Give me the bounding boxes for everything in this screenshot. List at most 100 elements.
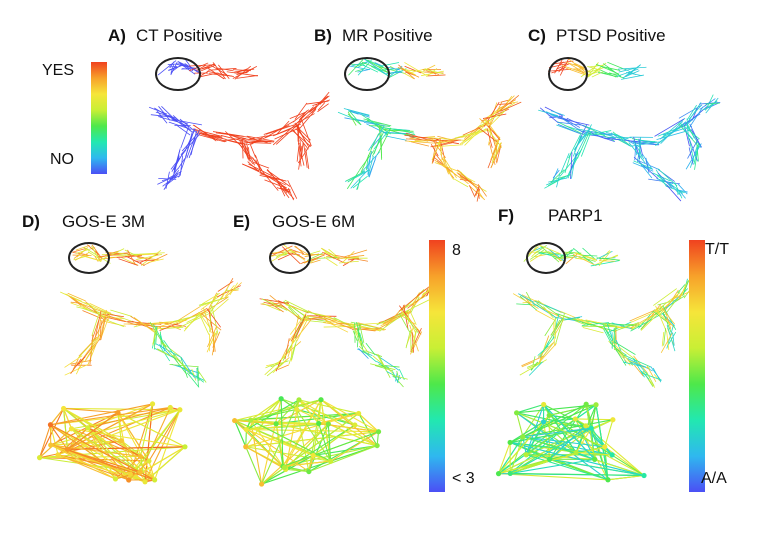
network-d-node [127, 471, 133, 477]
mapper-d-edge [64, 293, 82, 302]
mapper-c-edge [705, 102, 720, 105]
mapper-f-edge [535, 309, 556, 322]
network-f-edge [590, 427, 613, 456]
mapper-a-edge [249, 134, 276, 140]
mapper-a-edge [297, 113, 315, 124]
mapper-a-edge [180, 126, 189, 149]
highlight-circle-b [344, 57, 390, 91]
mapper-a-edge [212, 62, 226, 80]
mapper-a-edge [201, 64, 217, 72]
network-e-node [273, 421, 279, 427]
mapper-c-edge [657, 124, 687, 137]
network-f-node [520, 434, 526, 440]
mapper-e-edge [290, 321, 302, 342]
mapper-f-edge [611, 340, 634, 367]
mapper-c-edge [693, 146, 699, 165]
network-e-node [325, 421, 331, 427]
mapper-a-edge [317, 99, 330, 105]
mapper-a-edge [197, 132, 227, 140]
mapper-b-edge [385, 135, 407, 141]
mapper-e-edge [259, 298, 290, 304]
mapper-c-edge [686, 104, 697, 121]
mapper-c-edge [559, 149, 583, 177]
mapper-b-edge [405, 138, 438, 141]
network-d-edge [144, 403, 154, 482]
mapper-f-edge [630, 306, 667, 323]
mapper-b-edge [410, 141, 430, 147]
mapper-b-edge [497, 99, 517, 110]
network-f-edge [509, 441, 550, 460]
mapper-b-edge [386, 66, 401, 71]
mapper-d-edge [152, 327, 159, 345]
network-e-edge [280, 398, 297, 410]
mapper-c-edge [665, 184, 682, 202]
mapper-b-edge [427, 74, 446, 77]
mapper-a-edge [236, 75, 258, 79]
network-e-edge [320, 399, 356, 426]
mapper-a-edge [192, 128, 221, 137]
mapper-c-edge [694, 142, 700, 170]
mapper-f-edge [602, 324, 613, 344]
mapper-a-edge [192, 124, 219, 141]
mapper-d-edge [211, 305, 219, 336]
mapper-d-edge [70, 358, 82, 375]
network-d-edge [71, 428, 141, 473]
network-f-edge [509, 441, 645, 477]
mapper-c-edge [685, 143, 702, 170]
mapper-b-edge [434, 159, 462, 180]
mapper-e-edge [302, 315, 328, 321]
mapper-f-edge [641, 372, 662, 381]
mapper-a-edge [279, 182, 295, 200]
network-e-node [296, 397, 302, 403]
network-f-node [495, 471, 502, 477]
network-d-node [68, 426, 75, 432]
network-f-edge [590, 404, 597, 429]
mapper-d-edge [127, 249, 136, 265]
mapper-f-edge [528, 361, 543, 376]
mapper-a-edge [232, 66, 258, 79]
network-f-edge [510, 472, 645, 477]
mapper-b-edge [409, 140, 435, 143]
mapper-f-edge [677, 284, 686, 294]
network-d-edge [87, 427, 131, 475]
network-e-edge [298, 399, 320, 424]
mapper-a-edge [177, 125, 191, 136]
network-f-node [592, 456, 598, 462]
mapper-a-edge [173, 150, 181, 171]
network-e-node [352, 422, 358, 428]
mapper-a-edge [274, 127, 301, 140]
mapper-c-edge [595, 63, 620, 75]
network-e-node [243, 426, 249, 433]
mapper-b-edge [363, 118, 392, 127]
mapper-a-edge [277, 180, 286, 197]
highlight-circle-f [526, 242, 566, 274]
network-f-edge [525, 418, 576, 456]
mapper-c-edge [659, 117, 686, 140]
mapper-e-edge [358, 348, 369, 359]
mapper-b-edge [347, 170, 366, 183]
mapper-d-edge [89, 303, 112, 314]
network-d-edge [50, 409, 181, 446]
mapper-e-edge [310, 259, 321, 264]
network-f-node [583, 401, 589, 407]
network-e-edge [276, 423, 378, 447]
network-e-edge [245, 446, 331, 462]
mapper-a-edge [158, 115, 167, 118]
mapper-c-edge [574, 135, 583, 152]
mapper-a-edge [198, 134, 225, 143]
network-d-node [115, 410, 121, 416]
mapper-f-edge [603, 329, 612, 344]
mapper-b-edge [453, 178, 469, 188]
mapper-e-edge [396, 370, 400, 381]
mapper-c-edge [609, 72, 625, 79]
mapper-d-edge [220, 284, 230, 300]
mapper-e-edge [344, 249, 368, 258]
network-f-node [541, 401, 547, 408]
panel-a-label: A) CT Positive [108, 26, 223, 45]
mapper-a-edge [297, 144, 311, 164]
network-f-node [547, 456, 553, 462]
mapper-b-edge [403, 72, 415, 80]
mapper-f-edge [618, 346, 634, 359]
panel-c-label: C) PTSD Positive [528, 26, 666, 45]
highlight-circle-e [269, 242, 311, 274]
